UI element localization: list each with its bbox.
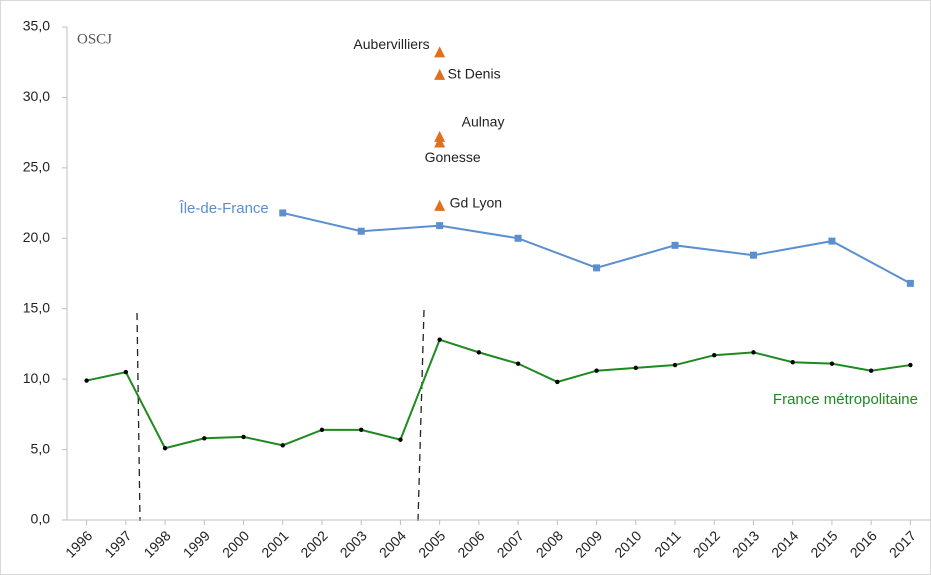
- point: [594, 368, 599, 373]
- annotation-marker: [434, 199, 446, 211]
- annotation-label: Gonesse: [425, 149, 481, 165]
- series-label: Île-de-France: [179, 200, 269, 217]
- y-tick-label: 35,0: [23, 18, 50, 34]
- y-tick-label: 5,0: [31, 440, 51, 456]
- point: [437, 337, 442, 342]
- point: [633, 365, 638, 371]
- point: [671, 241, 679, 249]
- point: [712, 352, 717, 358]
- point: [279, 209, 287, 217]
- point: [828, 237, 836, 245]
- annotation-label: Aulnay: [462, 114, 505, 130]
- annotation-marker: [434, 46, 446, 58]
- point: [555, 379, 560, 385]
- point: [84, 378, 89, 383]
- point: [202, 436, 207, 441]
- point: [514, 234, 522, 242]
- point: [829, 361, 835, 366]
- point: [751, 350, 756, 355]
- point: [476, 350, 482, 355]
- point: [162, 445, 168, 451]
- point: [593, 264, 601, 272]
- point: [280, 443, 285, 448]
- y-tick-label: 25,0: [23, 159, 50, 175]
- y-tick-label: 0,0: [31, 511, 51, 527]
- point: [515, 361, 521, 366]
- point: [359, 427, 364, 433]
- point: [868, 368, 874, 373]
- logo: OSCJ: [77, 31, 112, 47]
- point: [319, 427, 325, 433]
- annotation-marker: [434, 130, 446, 142]
- point: [749, 251, 757, 259]
- annotation-label: Gd Lyon: [450, 195, 502, 211]
- y-tick-label: 30,0: [23, 88, 50, 104]
- point: [123, 369, 129, 375]
- annotation-label: Aubervilliers: [353, 36, 429, 52]
- point: [357, 227, 365, 235]
- point: [790, 360, 795, 365]
- point: [906, 279, 914, 287]
- y-tick-label: 20,0: [23, 229, 50, 245]
- break-line: [136, 312, 141, 522]
- annotation-marker: [434, 136, 446, 148]
- annotation-marker: [434, 68, 446, 80]
- point: [908, 362, 913, 368]
- series-label: France métropolitaine: [773, 391, 918, 408]
- point: [398, 437, 403, 442]
- annotation-label: St Denis: [448, 66, 501, 82]
- series-line: [86, 338, 911, 450]
- point: [672, 362, 678, 368]
- point: [436, 222, 444, 230]
- y-tick-label: 10,0: [23, 370, 50, 386]
- point: [241, 434, 246, 440]
- y-tick-label: 15,0: [23, 299, 50, 315]
